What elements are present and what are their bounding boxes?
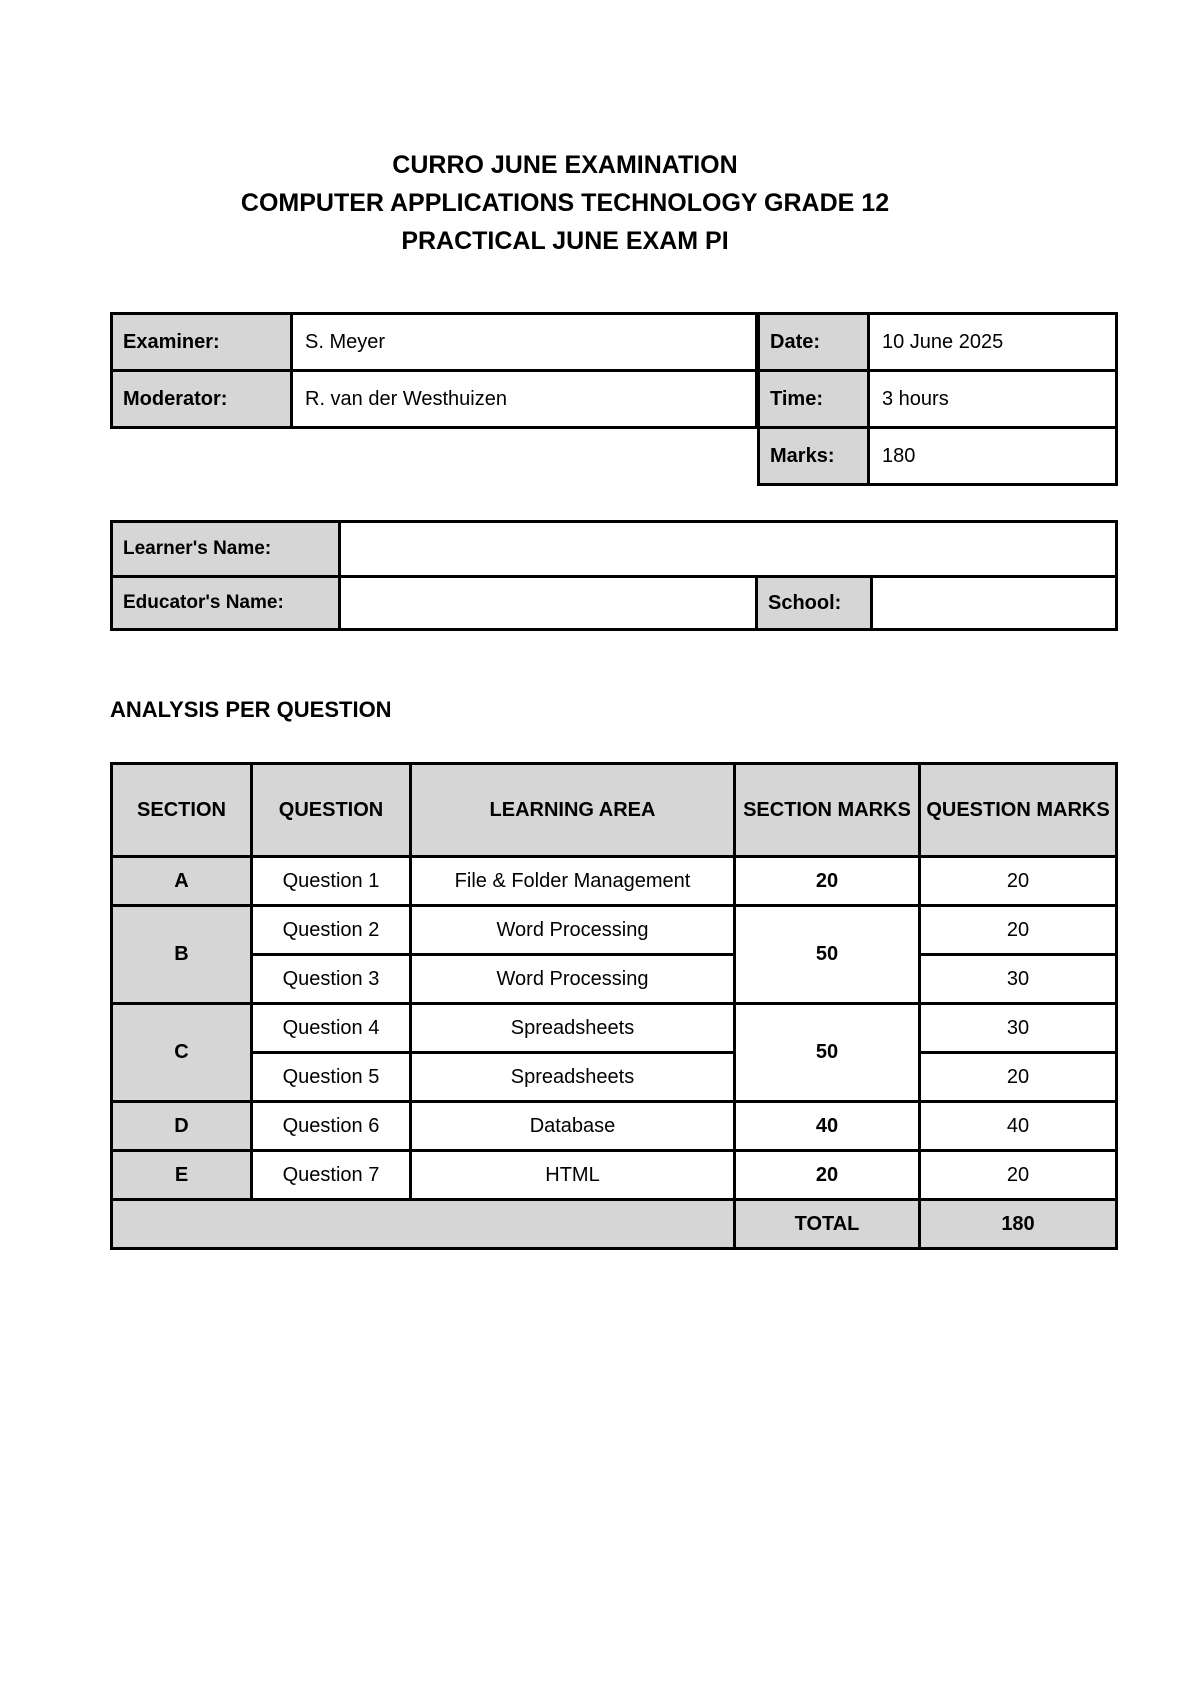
learning-area-cell: Word Processing	[409, 904, 736, 956]
learning-area-cell: HTML	[409, 1149, 736, 1201]
time-value: 3 hours	[867, 369, 1118, 429]
analysis-section-heading: ANALYSIS PER QUESTION	[110, 697, 392, 722]
moderator-label: Moderator:	[110, 369, 293, 429]
question-marks-cell: 40	[918, 1100, 1118, 1152]
learner-info-table: Learner's Name: Educator's Name: School:	[110, 520, 1118, 631]
section-cell: B	[110, 904, 253, 1005]
section-marks-cell: 50	[733, 904, 921, 1005]
question-marks-cell: 30	[918, 1002, 1118, 1054]
question-marks-cell: 20	[918, 1149, 1118, 1201]
table-row: C Question 4 Spreadsheets 50 30	[110, 1002, 1118, 1103]
moderator-value: R. van der Westhuizen	[290, 369, 758, 429]
question-cell: Question 6	[250, 1100, 412, 1152]
question-cell: Question 2	[250, 904, 412, 956]
learning-area-cell: Word Processing	[409, 953, 736, 1005]
question-cell: Question 3	[250, 953, 412, 1005]
section-cell: D	[110, 1100, 253, 1152]
table-row: E Question 7 HTML 20 20	[110, 1149, 1118, 1201]
learning-area-cell: File & Folder Management	[409, 855, 736, 907]
section-marks-cell: 20	[733, 855, 921, 907]
school-label: School:	[755, 575, 873, 631]
section-marks-cell: 20	[733, 1149, 921, 1201]
learning-area-cell: Spreadsheets	[409, 1002, 736, 1054]
educator-name-label: Educator's Name:	[110, 575, 341, 631]
table-row: Question 3 Word Processing 30	[112, 953, 1118, 1005]
question-marks-cell: 30	[918, 953, 1118, 1005]
column-header-section: SECTION	[110, 762, 253, 858]
examiner-info-table: Examiner: S. Meyer Moderator: R. van der…	[110, 312, 758, 429]
total-value: 180	[918, 1198, 1118, 1250]
learning-area-cell: Database	[409, 1100, 736, 1152]
column-header-learning-area: LEARNING AREA	[409, 762, 736, 858]
section-marks-cell: 40	[733, 1100, 921, 1152]
question-cell: Question 4	[250, 1002, 412, 1054]
educator-name-field[interactable]	[338, 575, 758, 631]
time-label: Time:	[757, 369, 870, 429]
learning-area-cell: Spreadsheets	[409, 1051, 736, 1103]
marks-value: 180	[867, 426, 1118, 486]
examiner-label: Examiner:	[110, 312, 293, 372]
table-row: B Question 2 Word Processing 50 20	[110, 904, 1118, 1005]
learner-name-field[interactable]	[338, 520, 1118, 578]
total-label: TOTAL	[733, 1198, 921, 1250]
section-cell: E	[110, 1149, 253, 1201]
table-row: A Question 1 File & Folder Management 20…	[110, 855, 1118, 907]
column-header-question: QUESTION	[250, 762, 412, 858]
question-cell: Question 7	[250, 1149, 412, 1201]
table-row: D Question 6 Database 40 40	[110, 1100, 1118, 1152]
date-value: 10 June 2025	[867, 312, 1118, 372]
title-line-2: COMPUTER APPLICATIONS TECHNOLOGY GRADE 1…	[240, 189, 890, 217]
total-row: TOTAL 180	[110, 1198, 1118, 1250]
table-row: Question 5 Spreadsheets 20	[112, 1051, 1118, 1103]
title-line-3: PRACTICAL JUNE EXAM PI	[401, 227, 729, 255]
examiner-value: S. Meyer	[290, 312, 758, 372]
column-header-section-marks: SECTION MARKS	[733, 762, 921, 858]
question-marks-cell: 20	[918, 904, 1118, 956]
question-marks-cell: 20	[918, 855, 1118, 907]
date-label: Date:	[757, 312, 870, 372]
title-line-1: CURRO JUNE EXAMINATION	[392, 151, 738, 179]
column-header-question-marks: QUESTION MARKS	[918, 762, 1118, 858]
date-time-marks-table: Date: 10 June 2025 Time: 3 hours Marks: …	[757, 312, 1118, 486]
analysis-per-question-table: SECTION QUESTION LEARNING AREA SECTION M…	[110, 762, 1118, 1250]
section-cell: C	[110, 1002, 253, 1103]
learner-name-label: Learner's Name:	[110, 520, 341, 578]
question-cell: Question 5	[250, 1051, 412, 1103]
total-row-spacer	[110, 1198, 736, 1250]
document-title: CURRO JUNE EXAMINATION COMPUTER APPLICAT…	[105, 146, 1025, 260]
marks-label: Marks:	[757, 426, 870, 486]
section-cell: A	[110, 855, 253, 907]
question-cell: Question 1	[250, 855, 412, 907]
question-marks-cell: 20	[918, 1051, 1118, 1103]
school-field[interactable]	[870, 575, 1118, 631]
section-marks-cell: 50	[733, 1002, 921, 1103]
